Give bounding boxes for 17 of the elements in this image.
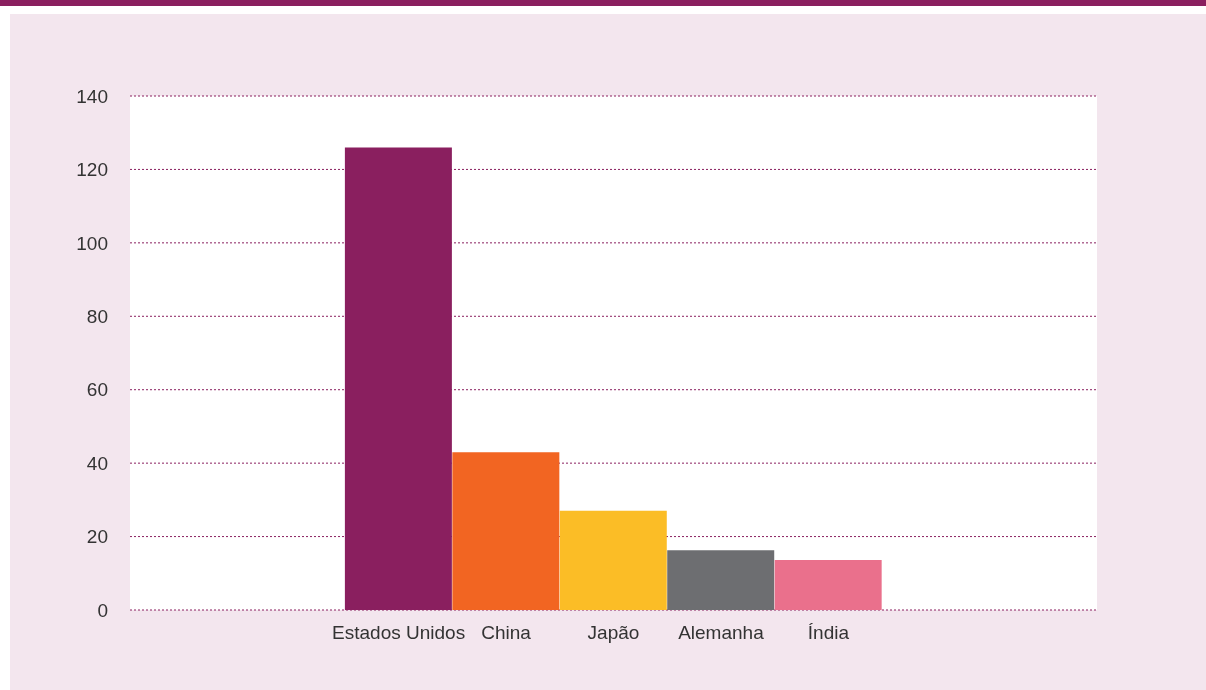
bar — [559, 510, 667, 610]
y-tick-label: 60 — [86, 379, 108, 401]
x-tick-label: Índia — [807, 622, 850, 644]
x-tick-label: Japão — [587, 622, 640, 644]
x-tick-label: China — [481, 622, 532, 644]
y-tick-label: 20 — [86, 526, 108, 548]
bar — [774, 560, 882, 610]
y-tick-label: 140 — [76, 85, 108, 107]
bar — [452, 452, 560, 610]
bar — [667, 550, 775, 610]
x-tick-label: Estados Unidos — [332, 622, 466, 644]
y-tick-label: 40 — [86, 452, 108, 474]
y-tick-label: 80 — [86, 306, 108, 328]
y-tick-label: 0 — [97, 599, 108, 621]
y-tick-label: 100 — [76, 232, 108, 254]
y-tick-label: 120 — [76, 159, 108, 181]
x-tick-label: Alemanha — [678, 622, 765, 644]
